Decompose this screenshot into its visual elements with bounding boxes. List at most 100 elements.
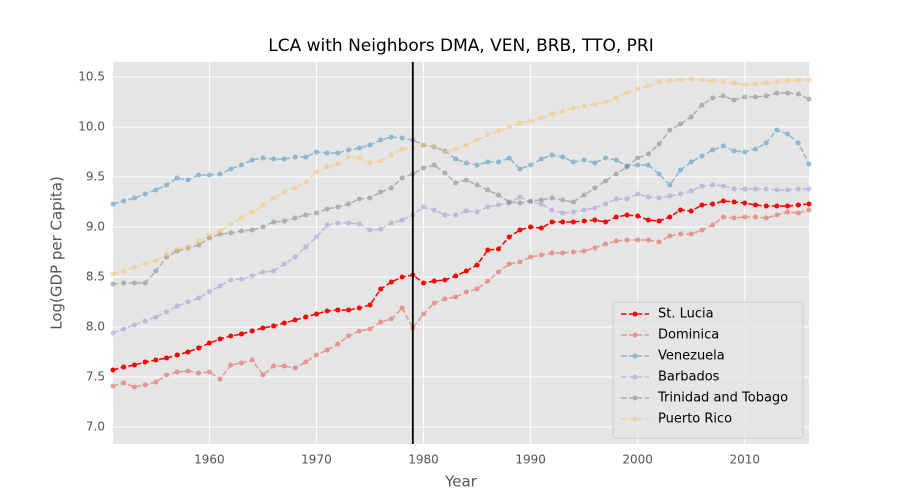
data-point [720, 183, 726, 189]
data-point [292, 215, 298, 221]
data-point [196, 295, 202, 301]
data-point [678, 207, 684, 213]
data-point [346, 201, 352, 207]
data-point [667, 127, 673, 133]
data-point [281, 363, 287, 369]
legend-entry [621, 353, 649, 359]
data-point [399, 305, 405, 311]
data-point [549, 207, 555, 213]
data-point [538, 156, 544, 162]
data-point [442, 277, 448, 283]
data-point [228, 362, 234, 368]
data-point [431, 144, 437, 150]
data-point [560, 108, 566, 114]
series [110, 207, 812, 390]
data-point [367, 160, 373, 166]
data-point [603, 155, 609, 161]
data-point [645, 83, 651, 89]
data-point [752, 146, 758, 152]
data-point [388, 220, 394, 226]
data-point [635, 155, 641, 161]
data-point [495, 202, 501, 208]
data-point [710, 95, 716, 101]
data-point [453, 156, 459, 162]
data-point [645, 194, 651, 200]
data-point [613, 238, 619, 244]
series [110, 90, 812, 287]
data-point [431, 278, 437, 284]
data-point [720, 198, 726, 204]
data-point [656, 218, 662, 224]
data-point [421, 165, 427, 171]
data-point [196, 370, 202, 376]
data-point [121, 198, 127, 204]
data-point [806, 207, 812, 213]
y-tick-label: 8.5 [86, 270, 105, 284]
data-point [121, 268, 127, 274]
data-point [292, 185, 298, 191]
data-point [656, 141, 662, 147]
data-point [303, 314, 309, 320]
data-point [217, 228, 223, 234]
data-point [292, 254, 298, 260]
data-point [174, 352, 180, 358]
data-point [453, 294, 459, 300]
x-tick-label: 1970 [301, 453, 332, 467]
data-point [688, 159, 694, 165]
data-point [346, 307, 352, 313]
data-point [667, 233, 673, 239]
data-point [388, 316, 394, 322]
data-point [581, 218, 587, 224]
data-point [463, 208, 469, 214]
data-point [495, 246, 501, 252]
data-point [678, 231, 684, 237]
data-point [538, 115, 544, 121]
data-point [795, 140, 801, 146]
data-point [560, 210, 566, 216]
data-point [324, 222, 330, 228]
data-point [153, 268, 159, 274]
data-point [710, 222, 716, 228]
legend-box [612, 301, 804, 439]
data-point [260, 202, 266, 208]
data-point [249, 157, 255, 163]
data-point [795, 186, 801, 192]
data-point [131, 362, 137, 368]
chart-title: LCA with Neighbors DMA, VEN, BRB, TTO, P… [268, 36, 654, 56]
data-point [142, 191, 148, 197]
data-point [699, 77, 705, 83]
data-point [795, 202, 801, 208]
data-point [121, 380, 127, 386]
data-point [635, 162, 641, 168]
data-point [185, 244, 191, 250]
data-point [249, 357, 255, 363]
legend-entry [621, 311, 649, 317]
data-point [613, 95, 619, 101]
data-point [174, 175, 180, 181]
data-point [485, 132, 491, 138]
data-point [367, 142, 373, 148]
data-point [249, 328, 255, 334]
legend-entry [621, 416, 649, 422]
data-point [678, 167, 684, 173]
data-point [271, 268, 277, 274]
data-point [281, 320, 287, 326]
data-point [281, 189, 287, 195]
data-point [249, 227, 255, 233]
data-point [645, 217, 651, 223]
data-point [324, 206, 330, 212]
series [110, 182, 812, 336]
data-point [110, 281, 116, 287]
data-point [346, 154, 352, 160]
data-point [474, 209, 480, 215]
data-point [378, 319, 384, 325]
data-point [538, 197, 544, 203]
data-point [495, 159, 501, 165]
data-point [238, 162, 244, 168]
data-point [303, 154, 309, 160]
data-point [399, 135, 405, 141]
data-point [560, 219, 566, 225]
data-point [731, 80, 737, 86]
data-point [806, 77, 812, 83]
data-point [453, 273, 459, 279]
